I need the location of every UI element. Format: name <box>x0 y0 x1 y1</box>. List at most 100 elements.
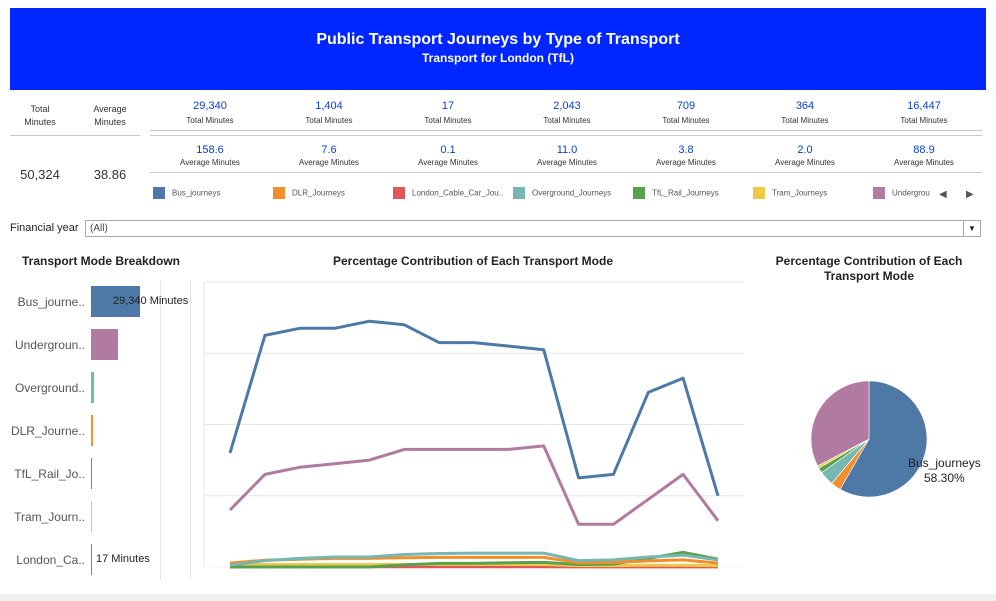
mode-total-label: Total Minutes <box>186 116 234 125</box>
legend-label: Tram_Journeys <box>772 188 828 198</box>
mode-total-value: 1,404 <box>315 100 343 112</box>
legend-item[interactable]: DLR_Journeys <box>273 187 388 199</box>
percentage-line-chart <box>203 281 744 569</box>
legend-next-arrow[interactable]: ▶ <box>966 189 974 200</box>
bar-category-label: Tram_Journ.. <box>14 510 85 524</box>
mode-total-label: Total Minutes <box>305 116 353 125</box>
legend-swatch <box>633 187 645 199</box>
legend-swatch <box>753 187 765 199</box>
financial-year-select[interactable]: (All) ▼ <box>85 220 981 237</box>
line-series-undergrou[interactable] <box>228 444 720 526</box>
dashboard-subtitle: Transport for London (TfL) <box>422 51 574 65</box>
bar-mark[interactable] <box>91 286 140 317</box>
mode-total-value: 29,340 <box>193 100 227 112</box>
divider <box>150 135 982 136</box>
bar-mark[interactable] <box>91 372 95 403</box>
mode-total-label: Total Minutes <box>662 116 710 125</box>
mode-total-label: Total Minutes <box>900 116 948 125</box>
bar-category-label: TfL_Rail_Jo.. <box>14 467 85 481</box>
mode-average-label: Average Minutes <box>418 158 478 167</box>
dashboard-banner: Public Transport Journeys by Type of Tra… <box>10 8 986 90</box>
pie-chart-title: Percentage Contribution of Each Transpor… <box>752 254 986 284</box>
legend-item[interactable]: Undergrou <box>873 187 951 199</box>
bar-category-label: Undergroun.. <box>14 338 85 352</box>
divider <box>150 172 982 173</box>
legend-item[interactable]: Overground_Journeys <box>513 187 628 199</box>
bar-data-label-top: 29,340 Minutes <box>113 295 189 307</box>
percentage-pie-chart <box>810 380 928 498</box>
legend-prev-arrow[interactable]: ◀ <box>939 189 947 200</box>
pie-slice-label: Bus_journeys 58.30% <box>908 456 981 486</box>
average-minutes-value: 38.86 <box>93 167 127 182</box>
line-series-bus-journeys[interactable] <box>228 319 720 497</box>
mode-average-label: Average Minutes <box>894 158 954 167</box>
chevron-down-icon[interactable]: ▼ <box>963 221 980 236</box>
dashboard-title: Public Transport Journeys by Type of Tra… <box>316 31 680 48</box>
mode-average-value: 2.0 <box>797 144 813 156</box>
bar-category-label: London_Ca.. <box>16 553 85 567</box>
legend-label: Undergrou <box>892 188 930 198</box>
mode-average-label: Average Minutes <box>537 158 597 167</box>
legend-swatch <box>153 187 165 199</box>
pie-title-line1: Percentage Contribution of Each <box>775 254 963 268</box>
mode-average-value: 11.0 <box>556 144 578 156</box>
mode-total-label: Total Minutes <box>424 116 472 125</box>
mode-total-value: 17 <box>441 100 455 112</box>
mode-total-label: Total Minutes <box>543 116 591 125</box>
bar-mark[interactable] <box>91 544 92 575</box>
mode-average-label: Average Minutes <box>180 158 240 167</box>
mode-total-value: 2,043 <box>553 100 581 112</box>
mode-average-label: Average Minutes <box>299 158 359 167</box>
bar-gridline <box>160 280 161 580</box>
mode-average-value: 7.6 <box>321 144 337 156</box>
mode-average-label: Average Minutes <box>775 158 835 167</box>
legend-swatch <box>873 187 885 199</box>
pie-label-percent: 58.30% <box>924 471 965 485</box>
mode-total-value: 709 <box>676 100 696 112</box>
financial-year-value: (All) <box>90 223 108 234</box>
financial-year-label: Financial year <box>10 222 79 234</box>
mode-average-value: 88.9 <box>913 144 935 156</box>
legend-swatch <box>273 187 285 199</box>
legend-label: Bus_journeys <box>172 188 221 198</box>
bar-category-label: Bus_journe.. <box>17 295 85 309</box>
pie-label-name: Bus_journeys <box>908 456 981 470</box>
pie-title-line2: Transport Mode <box>823 269 914 283</box>
footer-strip <box>0 594 996 601</box>
mode-total-label: Total Minutes <box>781 116 829 125</box>
legend-label: TfL_Rail_Journeys <box>652 188 719 198</box>
legend-label: DLR_Journeys <box>292 188 345 198</box>
line-series-overground-journeys[interactable] <box>229 551 719 567</box>
pie-slice-bus-journeys[interactable] <box>839 380 928 498</box>
total-minutes-header: Total Minutes <box>24 104 56 127</box>
legend-label: London_Cable_Car_Jou.. <box>412 188 504 198</box>
bar-mark[interactable] <box>91 458 93 489</box>
pie-slice-undergrou[interactable] <box>810 380 870 467</box>
mode-average-label: Average Minutes <box>656 158 716 167</box>
mode-average-value: 158.6 <box>196 144 224 156</box>
mode-total-value: 16,447 <box>907 100 941 112</box>
divider <box>150 130 982 131</box>
bar-chart-title: Transport Mode Breakdown <box>21 254 181 268</box>
legend-item[interactable]: Bus_journeys <box>153 187 268 199</box>
legend-item[interactable]: Tram_Journeys <box>753 187 868 199</box>
average-minutes-header: Average Minutes <box>93 104 127 127</box>
bar-category-label: Overground.. <box>14 381 85 395</box>
line-chart-title: Percentage Contribution of Each Transpor… <box>332 254 614 268</box>
bar-category-label: DLR_Journe.. <box>10 424 85 438</box>
legend-item[interactable]: London_Cable_Car_Jou.. <box>393 187 508 199</box>
bar-data-label-bottom: 17 Minutes <box>96 553 150 565</box>
divider <box>10 135 140 136</box>
legend-swatch <box>393 187 405 199</box>
legend-item[interactable]: TfL_Rail_Journeys <box>633 187 748 199</box>
bar-mark[interactable] <box>91 329 119 360</box>
total-minutes-value: 50,324 <box>20 167 60 182</box>
bar-mark[interactable] <box>91 501 92 532</box>
legend-label: Overground_Journeys <box>532 188 612 198</box>
bar-mark[interactable] <box>91 415 94 446</box>
mode-average-value: 0.1 <box>440 144 456 156</box>
mode-total-value: 364 <box>795 100 815 112</box>
legend-swatch <box>513 187 525 199</box>
bar-gridline <box>190 280 191 580</box>
mode-average-value: 3.8 <box>678 144 694 156</box>
